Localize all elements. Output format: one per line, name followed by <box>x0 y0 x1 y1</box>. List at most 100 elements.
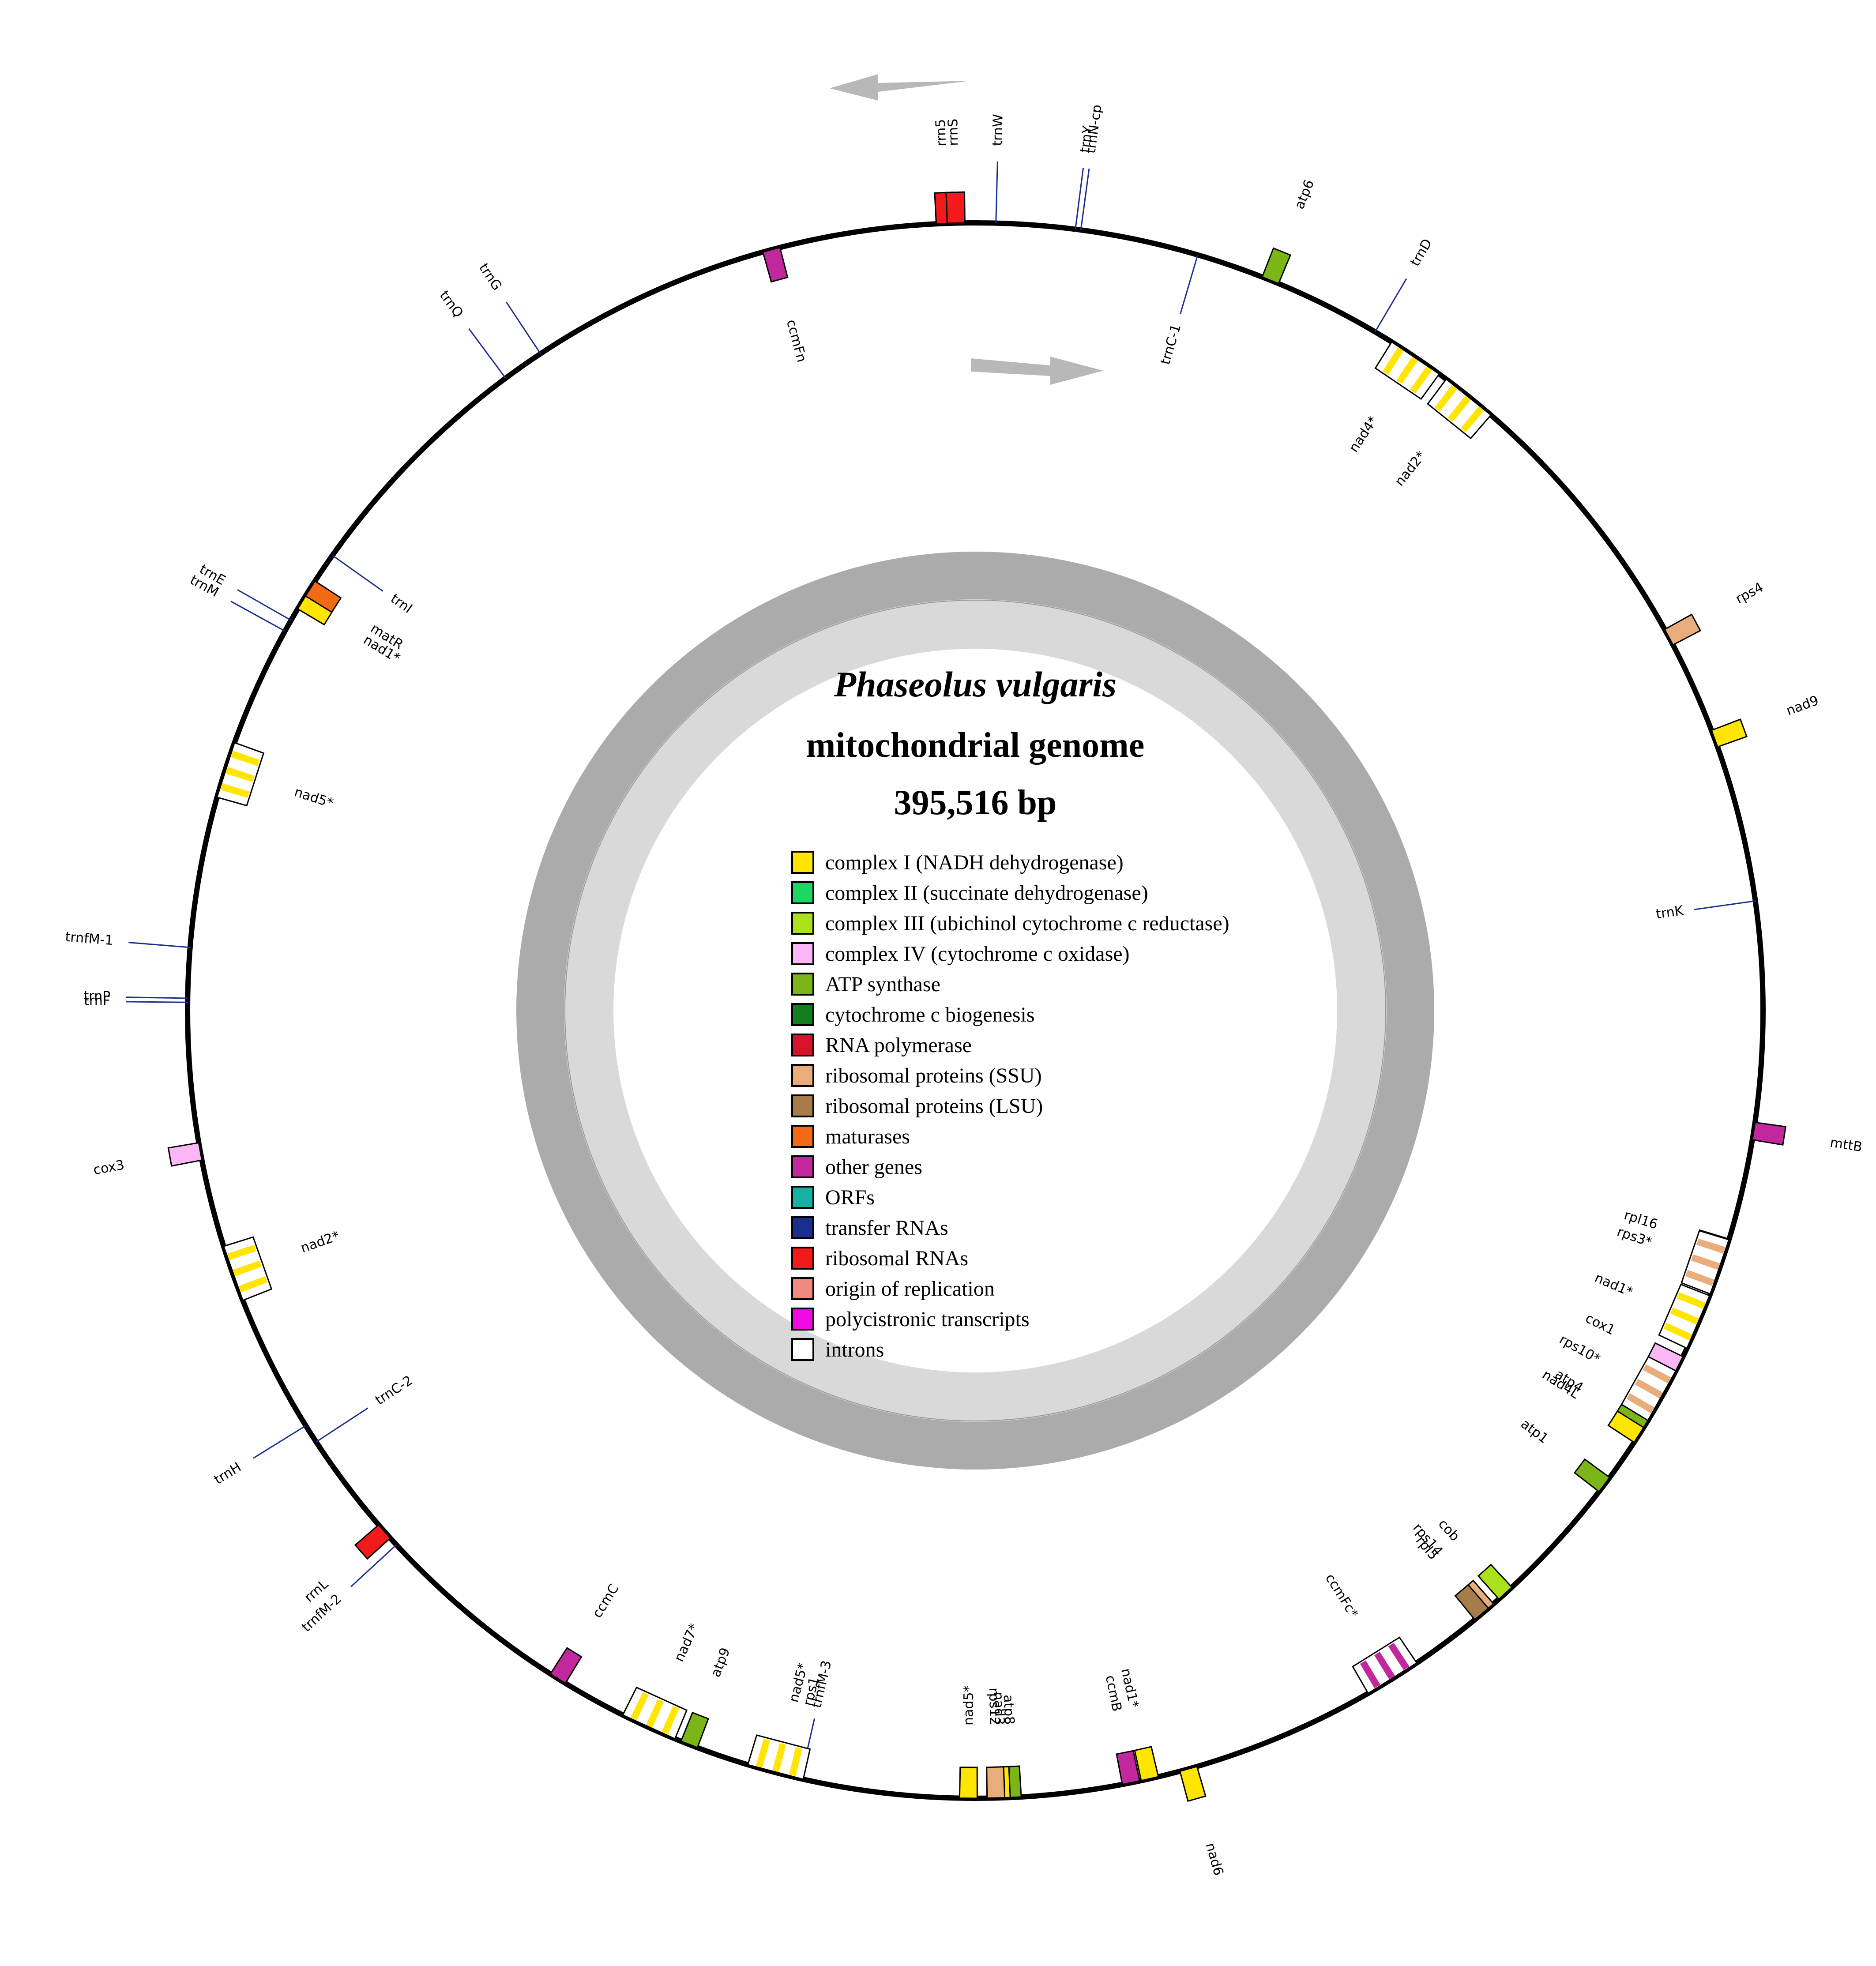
legend-label: RNA polymerase <box>825 1034 972 1057</box>
gene-nad4-8: nad4* <box>1346 341 1440 455</box>
gene-label: rps4 <box>1733 579 1766 607</box>
legend-label: origin of replication <box>825 1277 995 1301</box>
gene-label: nad7* <box>671 1621 702 1664</box>
legend-item: polycistronic transcripts <box>791 1308 1030 1331</box>
legend-item: complex II (succinate dehydrogenase) <box>791 881 1148 905</box>
gene-ccmC-38: ccmC <box>549 1581 622 1684</box>
gene-label: atp1 <box>1518 1416 1551 1447</box>
gene-trnC-1-6: trnC-1 <box>1158 255 1199 367</box>
gene-nad5-48: nad5* <box>216 741 335 811</box>
gene-trnD-7: trnD <box>1374 236 1435 332</box>
gene-label: ccmFn <box>783 318 809 364</box>
arrow-right-icon <box>971 357 1103 385</box>
gene-label: trnN-cp <box>1083 104 1105 154</box>
legend-label: cytochrome c biogenesis <box>825 1003 1035 1026</box>
gene-ccmB-28: ccmB <box>1102 1674 1141 1786</box>
gene-trnP-46: trnP <box>83 989 188 1004</box>
gene-atp9-36: atp9 <box>680 1646 733 1749</box>
gene-trnI-53: trnI <box>332 555 415 616</box>
gene-category-legend: complex I (NADH dehydrogenase) complex II… <box>791 851 1229 1361</box>
legend-item: ORFs <box>791 1186 875 1209</box>
gene-mttB-13: mttB <box>1752 1121 1863 1155</box>
gene-label: cox3 <box>92 1157 126 1178</box>
gene-label: nad2* <box>299 1228 342 1256</box>
legend-item: complex IV (cytochrome c oxidase) <box>791 942 1130 966</box>
legend-label: maturases <box>825 1125 910 1148</box>
legend-label: ribosomal RNAs <box>825 1247 968 1270</box>
legend-label: complex III (ubichinol cytochrome c redu… <box>825 912 1229 935</box>
gene-atp1-21: atp1 <box>1518 1416 1611 1493</box>
gene-trnG-55: trnG <box>476 260 541 354</box>
gene-rps12-31: rps12 <box>986 1688 1006 1799</box>
gene-label: trnQ <box>436 288 466 320</box>
genome-size: 395,516 bp <box>894 783 1057 822</box>
legend-item: other genes <box>791 1155 922 1179</box>
gene-trnW-2: trnW <box>990 114 1006 223</box>
gene-rps4-10: rps4 <box>1664 579 1766 646</box>
gene-label: nad5* <box>961 1685 977 1725</box>
gene-label: atp6 <box>1292 177 1317 211</box>
gene-rrnL-40: rrnL <box>301 1524 391 1605</box>
gene-label: trnW <box>990 114 1006 146</box>
gene-label: atp8 <box>1000 1694 1017 1725</box>
legend-label: introns <box>825 1338 884 1361</box>
gene-rpl5-24: rpl5 <box>1413 1533 1489 1621</box>
gene-label: cob <box>1435 1516 1462 1544</box>
gene-label: rps12 <box>986 1688 1002 1725</box>
gene-label: ccmC <box>590 1581 622 1620</box>
gene-label: trnG <box>476 260 505 293</box>
legend-label: complex I (NADH dehydrogenase) <box>825 851 1124 874</box>
gene-rps3-15: rps3* <box>1615 1224 1730 1295</box>
gene-ccmFn-56: ccmFn <box>762 246 809 364</box>
gene-label: atp9 <box>708 1646 733 1679</box>
gene-label: nad4* <box>1346 413 1381 455</box>
gene-label: trnF <box>84 993 110 1009</box>
gene-cox3-44: cox3 <box>92 1142 203 1178</box>
gene-label: nad6 <box>1203 1841 1226 1877</box>
legend-label: ribosomal proteins (SSU) <box>825 1064 1042 1087</box>
legend-item: ATP synthase <box>791 973 940 996</box>
gene-nad2-43: nad2* <box>222 1228 342 1301</box>
genome-subtitle: mitochondrial genome <box>806 726 1145 765</box>
gene-label: rrnS <box>945 119 961 147</box>
legend-label: complex II (succinate dehydrogenase) <box>825 881 1148 905</box>
legend-item: RNA polymerase <box>791 1034 972 1057</box>
legend-item: complex I (NADH dehydrogenase) <box>791 851 1124 874</box>
legend-item: ribosomal RNAs <box>791 1247 968 1270</box>
gene-label: nad5* <box>293 784 335 811</box>
legend-label: polycistronic transcripts <box>825 1308 1030 1331</box>
gene-label: mttB <box>1829 1135 1863 1155</box>
gene-label: trnI <box>387 591 415 616</box>
gene-label: nad1* <box>1592 1270 1635 1300</box>
gene-label: nad3 <box>991 1692 1007 1725</box>
gene-rrnS-1: rrnS <box>945 119 966 224</box>
legend-item: ribosomal proteins (LSU) <box>791 1094 1043 1118</box>
gene-label: rrn5 <box>933 119 949 147</box>
gene-label: trnP <box>83 989 110 1004</box>
gene-trnK-12: trnK <box>1655 900 1756 922</box>
legend-label: transfer RNAs <box>825 1216 948 1240</box>
gene-nad9-11: nad9 <box>1711 693 1821 748</box>
gene-nad6-26: nad6 <box>1179 1766 1226 1877</box>
gene-label: trnY <box>1077 124 1096 154</box>
legend-label: complex IV (cytochrome c oxidase) <box>825 942 1130 966</box>
legend-item: origin of replication <box>791 1277 995 1301</box>
gene-label: nad2* <box>1392 448 1429 489</box>
legend-label: ribosomal proteins (LSU) <box>825 1094 1043 1118</box>
gene-label: trnfM-1 <box>64 929 113 949</box>
gene-label: trnC-2 <box>372 1372 415 1408</box>
gene-trnC-2-41: trnC-2 <box>316 1372 416 1443</box>
gene-trnM-49: trnM <box>187 572 286 632</box>
gene-trnF-45: trnF <box>84 993 188 1009</box>
gene-label: trnC-1 <box>1158 323 1184 367</box>
legend-item: maturases <box>791 1125 910 1148</box>
gene-label: trnK <box>1655 903 1685 922</box>
strand-direction-arrows <box>830 74 1103 385</box>
species-name: Phaseolus vulgaris <box>834 664 1117 704</box>
gene-trnN-cp-4: trnN-cp <box>1080 104 1105 230</box>
legend-item: ribosomal proteins (SSU) <box>791 1064 1042 1087</box>
legend-item: transfer RNAs <box>791 1216 948 1240</box>
legend-label: other genes <box>825 1155 922 1179</box>
